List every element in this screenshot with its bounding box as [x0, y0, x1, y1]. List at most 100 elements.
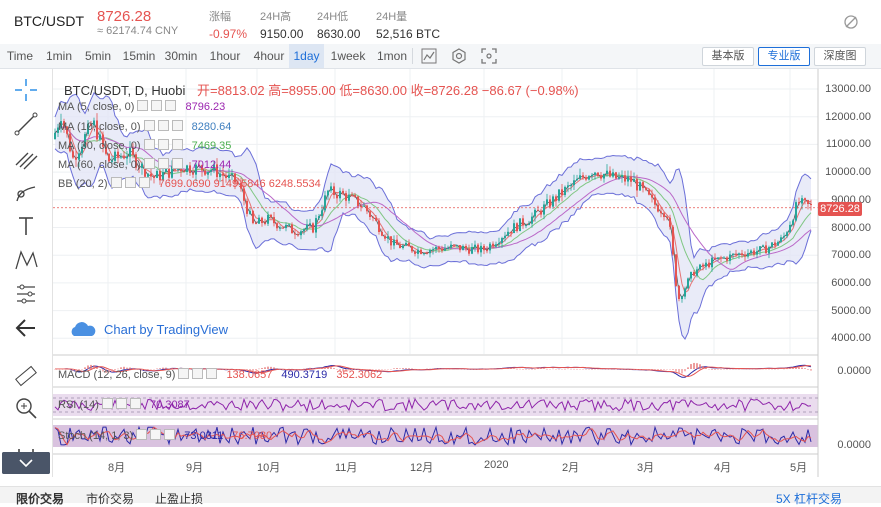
macd-bar [450, 369, 452, 370]
candle-body [789, 224, 791, 233]
candle-body [432, 249, 434, 251]
depth-view-button[interactable]: 深度图 [814, 47, 866, 66]
eye-icon[interactable] [178, 368, 190, 379]
candle-body [78, 153, 80, 160]
close-icon[interactable] [206, 368, 218, 379]
macd-bar [459, 369, 461, 370]
chart-type-icon[interactable] [421, 48, 437, 64]
macd-bar [753, 369, 755, 370]
close-icon[interactable] [171, 158, 183, 169]
macd-bar [315, 368, 317, 369]
basic-view-button[interactable]: 基本版 [702, 47, 754, 66]
indicator-ma10[interactable]: MA (10, close, 0) 8280.64 [58, 120, 231, 133]
chevron-down-icon[interactable] [2, 452, 50, 474]
fib-retracement-icon[interactable] [13, 145, 39, 171]
macd-bar [348, 369, 350, 371]
settings-icon[interactable] [157, 120, 169, 131]
tab-stop-order[interactable]: 止盈止损 [155, 492, 204, 506]
candle-body [441, 248, 443, 251]
tf-30min[interactable]: 30min [164, 49, 198, 63]
settings-icon[interactable] [150, 429, 162, 440]
leverage-link[interactable]: 5X 杠杆交易 [776, 492, 843, 506]
indicator-bb[interactable]: BB (20, 2) 7699.0690 9149.5846 6248.5534 [58, 177, 321, 190]
candle-body [636, 179, 638, 191]
zoom-in-icon[interactable] [13, 395, 39, 421]
ruler-icon[interactable] [13, 363, 39, 389]
tf-1week[interactable]: 1week [330, 49, 366, 63]
settings-icon[interactable] [192, 368, 204, 379]
macd-bar [477, 369, 479, 370]
fullscreen-icon[interactable] [481, 48, 497, 64]
measure-icon[interactable] [13, 281, 39, 307]
tradingview-watermark[interactable]: Chart by TradingView [68, 321, 228, 337]
tf-1day[interactable]: 1day [289, 44, 324, 68]
tf-1hour[interactable]: 1hour [209, 49, 241, 63]
candle-body [537, 209, 539, 211]
settings-icon[interactable] [115, 398, 127, 409]
close-icon[interactable] [129, 398, 141, 409]
eye-icon[interactable] [137, 100, 149, 111]
tf-time[interactable]: Time [6, 49, 34, 63]
macd-bar [87, 365, 89, 369]
candle-body [612, 172, 614, 177]
tf-15min[interactable]: 15min [122, 49, 156, 63]
macd-bar [411, 368, 413, 369]
macd-bar [429, 368, 431, 370]
settings-icon[interactable] [451, 48, 467, 64]
candle-body [171, 166, 173, 178]
eye-icon[interactable] [143, 139, 155, 150]
candle-body [510, 231, 512, 234]
settings-icon[interactable] [151, 100, 163, 111]
candle-body [285, 224, 287, 229]
eye-icon[interactable] [143, 158, 155, 169]
candle-body [474, 244, 476, 248]
macd-bar [147, 369, 149, 370]
indicator-stoch[interactable]: Stoch (14, 1, 3) 73.0311 76.7080 [58, 429, 272, 442]
eye-icon[interactable] [136, 429, 148, 440]
close-icon[interactable] [164, 429, 176, 440]
indicator-macd[interactable]: MACD (12, 26, close, 9) 138.0657 490.371… [58, 368, 382, 381]
pro-view-button[interactable]: 专业版 [758, 47, 810, 66]
eye-icon[interactable] [101, 398, 113, 409]
candle-body [615, 172, 617, 179]
pattern-icon[interactable] [13, 247, 39, 273]
tf-1mon[interactable]: 1mon [376, 49, 408, 63]
eye-off-icon[interactable] [843, 14, 859, 30]
macd-bar [240, 369, 242, 370]
tf-5min[interactable]: 5min [84, 49, 111, 63]
macd-bar [702, 366, 704, 369]
macd-bar [690, 364, 692, 369]
indicator-ma60[interactable]: MA (60, close, 0) 7012.44 [58, 158, 231, 171]
indicator-value: 73.0311 [184, 430, 224, 442]
arrow-left-icon[interactable] [13, 315, 39, 341]
candle-body [516, 223, 518, 232]
close-icon[interactable] [171, 139, 183, 150]
tab-limit-order[interactable]: 限价交易 [16, 492, 65, 506]
candle-body [630, 176, 632, 182]
close-icon[interactable] [165, 100, 177, 111]
crosshair-icon[interactable] [13, 77, 39, 103]
macd-bar [231, 368, 233, 370]
macd-bar [438, 368, 440, 369]
trendline-icon[interactable] [13, 111, 39, 137]
eye-icon[interactable] [110, 177, 122, 188]
macd-bar [420, 369, 422, 370]
settings-icon[interactable] [124, 177, 136, 188]
indicator-rsi[interactable]: RSI (14) 70.3087 [58, 398, 190, 411]
tab-market-order[interactable]: 市价交易 [86, 492, 135, 506]
settings-icon[interactable] [157, 158, 169, 169]
candle-body [333, 186, 335, 196]
tf-4hour[interactable]: 4hour [253, 49, 285, 63]
macd-bar [435, 368, 437, 369]
indicator-ma5[interactable]: MA (5, close, 0) 8796.23 [58, 100, 225, 113]
eye-icon[interactable] [143, 120, 155, 131]
close-icon[interactable] [171, 120, 183, 131]
macd-bar [330, 367, 332, 369]
indicator-ma30[interactable]: MA (30, close, 0) 7469.35 [58, 139, 231, 152]
brush-icon[interactable] [13, 179, 39, 205]
settings-icon[interactable] [157, 139, 169, 150]
close-icon[interactable] [138, 177, 150, 188]
text-tool-icon[interactable] [13, 213, 39, 239]
tf-1min[interactable]: 1min [45, 49, 72, 63]
macd-bar [369, 369, 371, 370]
